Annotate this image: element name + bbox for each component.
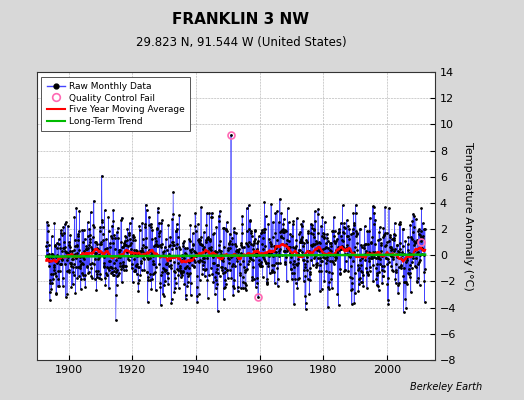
Text: 29.823 N, 91.544 W (United States): 29.823 N, 91.544 W (United States) [136,36,346,49]
Text: Berkeley Earth: Berkeley Earth [410,382,482,392]
Y-axis label: Temperature Anomaly (°C): Temperature Anomaly (°C) [463,142,473,290]
Legend: Raw Monthly Data, Quality Control Fail, Five Year Moving Average, Long-Term Tren: Raw Monthly Data, Quality Control Fail, … [41,76,190,132]
Text: FRANKLIN 3 NW: FRANKLIN 3 NW [172,12,310,27]
